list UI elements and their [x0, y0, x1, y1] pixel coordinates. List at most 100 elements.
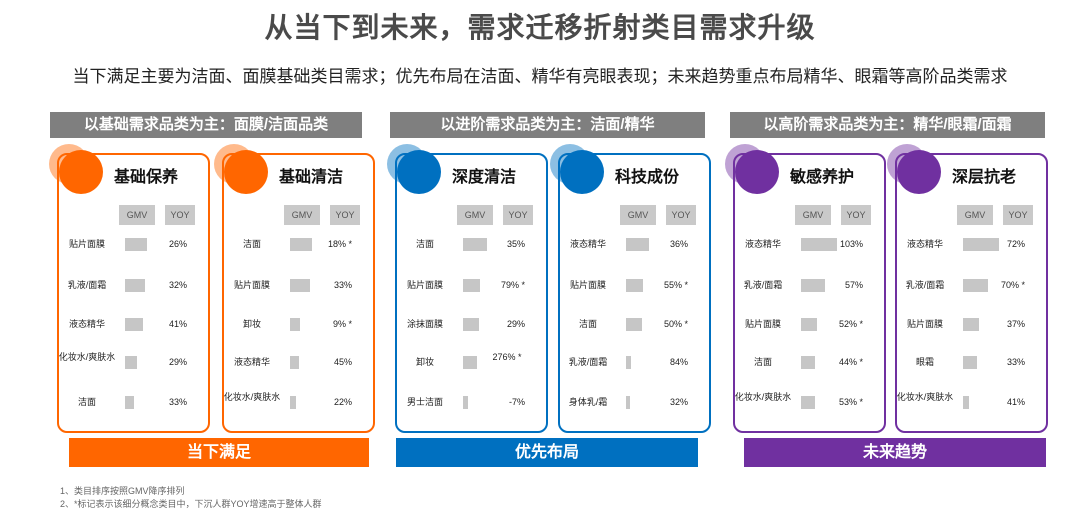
- row-yoy-value: 57%: [844, 280, 863, 290]
- row-category-label: 身体乳/霜: [568, 397, 608, 407]
- row-yoy-value: 44% *: [838, 357, 863, 367]
- gmv-bar: [125, 318, 143, 331]
- gmv-bar: [463, 279, 480, 292]
- row-yoy-value: 53% *: [838, 397, 863, 407]
- row-yoy-value: 36%: [669, 239, 688, 249]
- card-title: 基础清洁: [279, 169, 344, 186]
- gmv-header: GMV: [284, 205, 320, 225]
- gmv-bar: [963, 238, 999, 251]
- row-category-label: 乳液/面霜: [743, 280, 783, 290]
- row-category-label: 乳液/面霜: [67, 280, 107, 290]
- row-category-label: 液态精华: [569, 239, 606, 249]
- card-circle-icon: [397, 150, 441, 194]
- row-category-label: 洁面: [753, 357, 772, 367]
- card-title: 科技成份: [615, 169, 680, 186]
- gmv-bar: [626, 279, 643, 292]
- gmv-header: GMV: [119, 205, 155, 225]
- card-circle-icon: [224, 150, 268, 194]
- gmv-bar: [290, 396, 296, 409]
- yoy-header: YOY: [841, 205, 871, 225]
- row-yoy-value: 26%: [168, 239, 187, 249]
- gmv-bar: [290, 238, 312, 251]
- gmv-bar: [463, 396, 468, 409]
- gmv-header: GMV: [620, 205, 656, 225]
- row-yoy-value: 32%: [168, 280, 187, 290]
- row-yoy-value: 9% *: [332, 319, 352, 329]
- footer-priority: 优先布局: [396, 438, 698, 467]
- gmv-bar: [290, 318, 300, 331]
- row-yoy-value: 70% *: [1000, 280, 1025, 290]
- footer-future: 未来趋势: [744, 438, 1046, 467]
- gmv-bar: [125, 279, 145, 292]
- category-card: [733, 153, 886, 433]
- row-category-label: 液态精华: [233, 357, 270, 367]
- row-category-label: 贴片面膜: [906, 319, 943, 329]
- row-category-label: 贴片面膜: [233, 280, 270, 290]
- group-header-advanced: 以进阶需求品类为主：洁面/精华: [390, 112, 705, 138]
- row-category-label: 洁面: [242, 239, 261, 249]
- row-category-label: 贴片面膜: [68, 239, 105, 249]
- row-yoy-value: 33%: [1006, 357, 1025, 367]
- yoy-header: YOY: [165, 205, 195, 225]
- row-yoy-value: 29%: [506, 319, 525, 329]
- row-yoy-value: 84%: [669, 357, 688, 367]
- row-yoy-value: 33%: [168, 397, 187, 407]
- gmv-bar: [801, 279, 825, 292]
- card-circle-icon: [735, 150, 779, 194]
- gmv-bar: [626, 396, 630, 409]
- row-category-label: 卸妆: [415, 357, 434, 367]
- gmv-bar: [290, 356, 299, 369]
- row-category-label: 乳液/面霜: [905, 280, 945, 290]
- row-yoy-value: 41%: [1006, 397, 1025, 407]
- row-yoy-value: 50% *: [663, 319, 688, 329]
- card-title: 敏感养护: [790, 169, 855, 186]
- yoy-header: YOY: [330, 205, 360, 225]
- row-category-label: 卸妆: [242, 319, 261, 329]
- gmv-bar: [463, 356, 477, 369]
- gmv-bar: [626, 238, 649, 251]
- row-yoy-value: 55% *: [663, 280, 688, 290]
- category-card: [395, 153, 548, 433]
- card-title: 深层抗老: [952, 169, 1017, 186]
- card-title: 深度清洁: [452, 169, 517, 186]
- gmv-bar: [125, 356, 137, 369]
- card-circle-icon: [59, 150, 103, 194]
- row-yoy-value: 79% *: [500, 280, 525, 290]
- row-yoy-value: 72%: [1006, 239, 1025, 249]
- row-category-label: 化妆水/爽肤水: [734, 392, 792, 402]
- gmv-bar: [963, 356, 977, 369]
- gmv-header: GMV: [457, 205, 493, 225]
- gmv-bar: [963, 279, 988, 292]
- category-card: [558, 153, 711, 433]
- row-yoy-value: 18% *: [327, 239, 352, 249]
- yoy-header: YOY: [666, 205, 696, 225]
- gmv-bar: [125, 396, 134, 409]
- row-category-label: 贴片面膜: [569, 280, 606, 290]
- row-category-label: 液态精华: [906, 239, 943, 249]
- row-category-label: 乳液/面霜: [568, 357, 608, 367]
- row-category-label: 涂抹面膜: [406, 319, 443, 329]
- row-category-label: 化妆水/爽肤水: [896, 392, 954, 402]
- row-yoy-value: 35%: [506, 239, 525, 249]
- row-category-label: 眼霜: [915, 357, 934, 367]
- row-yoy-value: 41%: [168, 319, 187, 329]
- gmv-bar: [626, 318, 642, 331]
- gmv-bar: [463, 238, 487, 251]
- group-header-basic: 以基础需求品类为主：面膜/洁面品类: [50, 112, 362, 138]
- card-title: 基础保养: [114, 169, 179, 186]
- gmv-bar: [463, 318, 479, 331]
- gmv-bar: [801, 356, 815, 369]
- gmv-bar: [801, 318, 817, 331]
- category-card: [895, 153, 1048, 433]
- row-category-label: 化妆水/爽肤水: [58, 352, 116, 362]
- row-yoy-value: 52% *: [838, 319, 863, 329]
- gmv-bar: [125, 238, 147, 251]
- row-yoy-value: 103%: [839, 239, 863, 249]
- row-yoy-value: 22%: [333, 397, 352, 407]
- yoy-header: YOY: [503, 205, 533, 225]
- row-category-label: 洁面: [415, 239, 434, 249]
- gmv-bar: [801, 238, 837, 251]
- row-yoy-value: 29%: [168, 357, 187, 367]
- row-category-label: 化妆水/爽肤水: [223, 392, 281, 402]
- gmv-header: GMV: [957, 205, 993, 225]
